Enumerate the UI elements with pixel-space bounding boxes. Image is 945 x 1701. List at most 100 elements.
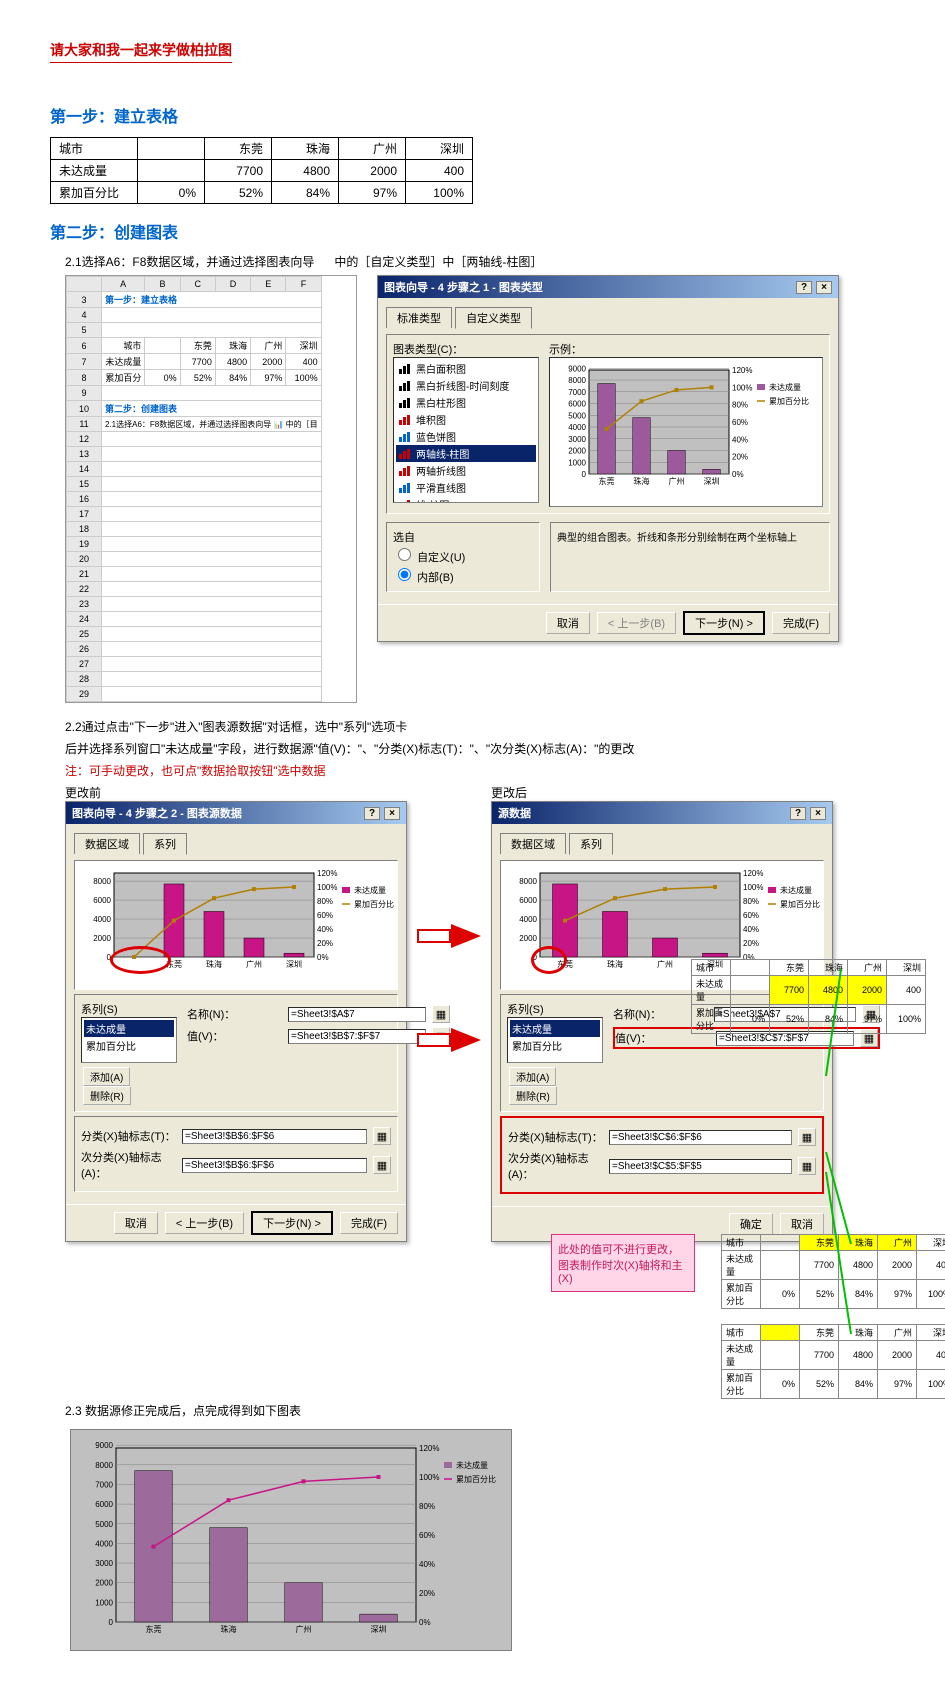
- svg-text:0: 0: [582, 470, 587, 479]
- chart-desc: 典型的组合图表。折线和条形分别绘制在两个坐标轴上: [550, 522, 830, 592]
- x2axis-input[interactable]: [182, 1158, 367, 1173]
- svg-text:0: 0: [109, 1618, 114, 1627]
- value-input[interactable]: [288, 1029, 426, 1044]
- svg-text:4000: 4000: [95, 1539, 113, 1548]
- refedit-icon[interactable]: ▦: [798, 1157, 816, 1175]
- chart-type-item[interactable]: 线-柱图: [396, 496, 536, 503]
- tab-range[interactable]: 数据区域: [74, 833, 140, 854]
- mini-data-table-2: 城市东莞珠海广州深圳 未达成量770048002000400 累加百分比0%52…: [721, 1234, 945, 1309]
- svg-text:珠海: 珠海: [206, 959, 222, 969]
- refedit-icon[interactable]: ▦: [798, 1128, 816, 1146]
- cancel-button[interactable]: 取消: [546, 612, 590, 634]
- delete-button[interactable]: 删除(R): [509, 1086, 557, 1105]
- mini-data-table-1: 城市东莞珠海广州深圳 未达成量770048002000400 累加百分比0%52…: [691, 959, 926, 1034]
- chart-type-item[interactable]: 黑白折线图-时间刻度: [396, 377, 536, 394]
- delete-button[interactable]: 删除(R): [83, 1086, 131, 1105]
- xaxis-input[interactable]: [609, 1130, 792, 1145]
- svg-text:累加百分比: 累加百分比: [354, 899, 394, 909]
- next-button[interactable]: 下一步(N) >: [683, 611, 765, 635]
- sub22-note: 注：可手动更改，也可点"数据拾取按钮"选中数据: [65, 762, 895, 779]
- help-icon[interactable]: ?: [364, 807, 380, 820]
- tab-range[interactable]: 数据区域: [500, 833, 566, 854]
- excel-screenshot: ABCDEF 3第一步：建立表格 4 5 6城市东莞珠海广州深圳 7未达成量77…: [65, 275, 357, 703]
- refedit-icon[interactable]: ▦: [373, 1156, 391, 1174]
- cancel-button[interactable]: 取消: [780, 1213, 824, 1235]
- chart-type-icon: [398, 363, 412, 375]
- svg-text:4000: 4000: [93, 915, 111, 924]
- help-icon[interactable]: ?: [796, 281, 812, 294]
- svg-text:0: 0: [533, 953, 538, 962]
- x2axis-input[interactable]: [609, 1159, 792, 1174]
- sub22-line1: 2.2通过点击"下一步"进入"图表源数据"对话框，选中"系列"选项卡: [65, 718, 895, 735]
- svg-text:6000: 6000: [93, 896, 111, 905]
- close-icon[interactable]: ×: [384, 807, 400, 820]
- tab-series[interactable]: 系列: [143, 833, 187, 855]
- step1-table: 城市东莞珠海广州深圳 未达成量770048002000400 累加百分比0%52…: [50, 137, 473, 204]
- cancel-button[interactable]: 取消: [114, 1212, 158, 1234]
- add-button[interactable]: 添加(A): [509, 1067, 556, 1086]
- close-icon[interactable]: ×: [816, 281, 832, 294]
- svg-text:40%: 40%: [419, 1560, 435, 1569]
- svg-text:40%: 40%: [732, 435, 748, 444]
- chart-wizard-step1-dialog: 图表向导 - 4 步骤之 1 - 图表类型 ?× 标准类型 自定义类型 图表类型…: [377, 275, 839, 642]
- chart-type-item[interactable]: 两轴折线图: [396, 462, 536, 479]
- chart-type-item[interactable]: 黑白柱形图: [396, 394, 536, 411]
- chart-type-icon: [398, 499, 412, 504]
- chart-type-item[interactable]: 堆积图: [396, 411, 536, 428]
- radio-builtin[interactable]: [398, 568, 411, 581]
- svg-text:未达成量: 未达成量: [354, 885, 386, 895]
- series-list[interactable]: 未达成量 累加百分比: [507, 1017, 603, 1063]
- svg-text:珠海: 珠海: [634, 476, 650, 486]
- tab-standard[interactable]: 标准类型: [386, 307, 452, 328]
- svg-text:累加百分比: 累加百分比: [456, 1474, 496, 1484]
- help-icon[interactable]: ?: [790, 807, 806, 820]
- svg-text:深圳: 深圳: [704, 476, 720, 486]
- svg-text:100%: 100%: [732, 383, 752, 392]
- radio-user-defined[interactable]: [398, 548, 411, 561]
- svg-text:100%: 100%: [419, 1473, 439, 1482]
- close-icon[interactable]: ×: [810, 807, 826, 820]
- svg-text:6000: 6000: [95, 1500, 113, 1509]
- tab-series[interactable]: 系列: [569, 833, 613, 855]
- finish-button[interactable]: 完成(F): [772, 612, 830, 634]
- chart-type-icon: [398, 448, 412, 460]
- ok-button[interactable]: 确定: [729, 1213, 773, 1235]
- svg-text:未达成量: 未达成量: [780, 885, 812, 895]
- chart-type-list[interactable]: 黑白面积图黑白折线图-时间刻度黑白柱形图堆积图蓝色饼图两轴线-柱图两轴折线图平滑…: [393, 357, 539, 503]
- chart-type-item[interactable]: 两轴线-柱图: [396, 445, 536, 462]
- svg-text:5000: 5000: [95, 1520, 113, 1529]
- name-input[interactable]: [288, 1007, 426, 1022]
- next-button[interactable]: 下一步(N) >: [251, 1211, 333, 1235]
- svg-text:8000: 8000: [519, 877, 537, 886]
- chart-type-item[interactable]: 黑白面积图: [396, 360, 536, 377]
- svg-text:4000: 4000: [568, 423, 586, 432]
- sub23: 2.3 数据源修正完成后，点完成得到如下图表: [65, 1402, 895, 1419]
- add-button[interactable]: 添加(A): [83, 1067, 130, 1086]
- step2-heading: 第二步：创建图表: [50, 219, 895, 243]
- tab-custom[interactable]: 自定义类型: [455, 307, 532, 329]
- svg-text:未达成量: 未达成量: [456, 1460, 488, 1470]
- chart-type-icon: [398, 380, 412, 392]
- svg-text:3000: 3000: [95, 1559, 113, 1568]
- sample-label: 示例：: [549, 341, 823, 357]
- xaxis-input[interactable]: [182, 1129, 367, 1144]
- finish-button[interactable]: 完成(F): [340, 1212, 398, 1234]
- series-list[interactable]: 未达成量 累加百分比: [81, 1017, 177, 1063]
- refedit-icon[interactable]: ▦: [373, 1127, 391, 1145]
- chart-type-item[interactable]: 蓝色饼图: [396, 428, 536, 445]
- prev-button[interactable]: < 上一步(B): [165, 1212, 244, 1234]
- svg-text:7000: 7000: [95, 1480, 113, 1489]
- svg-text:8000: 8000: [568, 376, 586, 385]
- svg-text:2000: 2000: [568, 447, 586, 456]
- svg-text:东莞: 东莞: [557, 959, 573, 969]
- svg-text:东莞: 东莞: [166, 959, 182, 969]
- svg-text:7000: 7000: [568, 388, 586, 397]
- svg-text:深圳: 深圳: [371, 1624, 387, 1634]
- svg-text:0: 0: [107, 953, 112, 962]
- svg-text:0%: 0%: [419, 1618, 431, 1627]
- svg-text:100%: 100%: [743, 883, 763, 892]
- svg-text:80%: 80%: [732, 401, 748, 410]
- chart-type-item[interactable]: 平滑直线图: [396, 479, 536, 496]
- svg-text:120%: 120%: [317, 869, 337, 878]
- svg-text:8000: 8000: [93, 877, 111, 886]
